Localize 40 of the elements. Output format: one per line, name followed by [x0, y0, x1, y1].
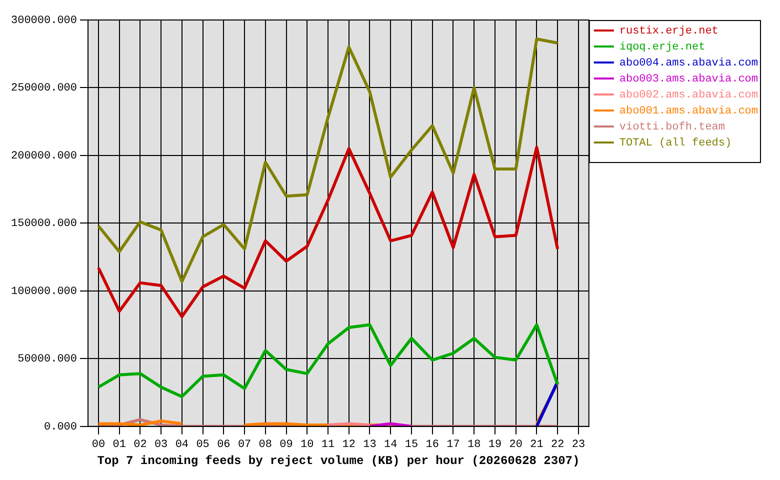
legend-label: rustix.erje.net — [619, 25, 718, 38]
y-tick-label: 150000.000 — [10, 218, 78, 230]
y-tick-label: 0.000 — [44, 421, 78, 434]
x-tick-label: 16 — [426, 438, 439, 451]
y-tick-label: 200000.000 — [10, 150, 78, 162]
x-tick-label: 11 — [321, 438, 336, 451]
x-tick-label: 05 — [196, 438, 210, 451]
legend-label: TOTAL (all feeds) — [619, 137, 732, 150]
x-tick-label: 06 — [217, 438, 230, 451]
x-tick-label: 10 — [300, 438, 314, 451]
x-tick-label: 02 — [134, 438, 147, 451]
x-tick-label: 01 — [112, 438, 126, 451]
x-tick-label: 15 — [404, 438, 418, 451]
y-tick-label: 250000.000 — [10, 82, 78, 95]
legend-label: iqoq.erje.net — [619, 41, 706, 54]
legend-label: abo002.ams.abavia.com — [619, 89, 758, 102]
x-tick-label: 08 — [258, 438, 272, 451]
x-tick-label: 07 — [238, 438, 252, 451]
x-tick-label: 04 — [175, 438, 189, 451]
x-tick-label: 00 — [92, 438, 106, 451]
x-tick-label: 21 — [530, 438, 544, 451]
x-axis-title: Top 7 incoming feeds by reject volume (KB) per hour (20260628 2307) — [97, 454, 580, 468]
x-tick-label: 23 — [572, 438, 586, 451]
x-tick-label: 17 — [446, 438, 460, 451]
y-tick-label: 300000.000 — [10, 14, 78, 27]
x-tick-label: 20 — [509, 438, 522, 451]
x-tick-label: 09 — [280, 438, 293, 451]
x-tick-label: 19 — [488, 438, 502, 451]
x-tick-label: 13 — [363, 438, 376, 451]
legend-label: viotti.bofh.team — [619, 121, 726, 134]
legend-label: abo004.ams.abavia.com — [619, 57, 758, 70]
x-tick-label: 14 — [384, 438, 398, 451]
x-tick-label: 12 — [342, 438, 356, 451]
y-tick-label: 50000.000 — [18, 354, 78, 366]
legend-label: abo003.ams.abavia.com — [619, 73, 758, 86]
y-tick-label: 100000.000 — [10, 286, 78, 298]
x-tick-label: 22 — [550, 438, 564, 451]
x-tick-label: 03 — [154, 438, 168, 451]
legend-label: abo001.ams.abavia.com — [619, 105, 758, 118]
x-tick-label: 18 — [467, 438, 481, 451]
